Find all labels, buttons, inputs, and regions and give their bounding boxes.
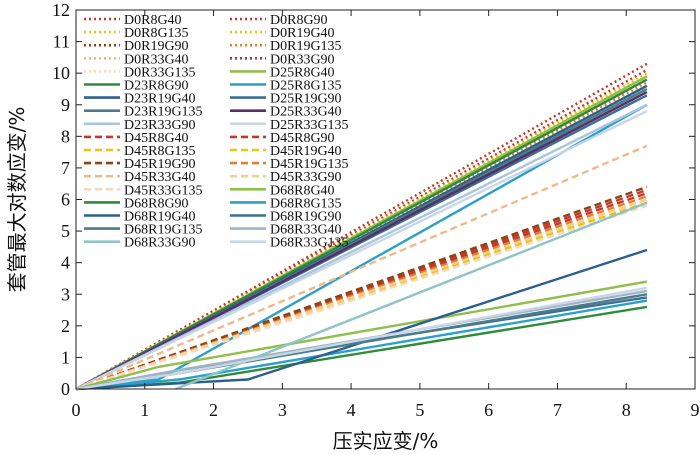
y-tick-label: 6 bbox=[61, 190, 70, 210]
legend-label-D23R8G90: D23R8G90 bbox=[124, 79, 189, 94]
y-tick-label: 10 bbox=[52, 63, 70, 83]
series-line-D0R8G135 bbox=[75, 72, 648, 391]
series-line-D45R33G135 bbox=[75, 204, 648, 391]
y-tick-label: 1 bbox=[61, 347, 70, 367]
y-tick-label: 0 bbox=[61, 379, 70, 399]
legend-label-D68R33G135: D68R33G135 bbox=[270, 236, 349, 251]
y-tick-label: 12 bbox=[52, 0, 70, 20]
legend-label-D45R8G40: D45R8G40 bbox=[124, 131, 189, 146]
legend-label-D25R8G135: D25R8G135 bbox=[270, 79, 342, 94]
x-tick-label: 6 bbox=[484, 400, 493, 420]
x-tick-label: 3 bbox=[278, 400, 287, 420]
legend-label-D0R8G135: D0R8G135 bbox=[124, 26, 189, 41]
legend-label-D45R8G135: D45R8G135 bbox=[124, 144, 196, 159]
series-line-D45R33G40 bbox=[75, 144, 648, 391]
x-tick-label: 8 bbox=[622, 400, 631, 420]
x-tick-label: 5 bbox=[415, 400, 424, 420]
legend-label-D45R19G135: D45R19G135 bbox=[270, 157, 349, 172]
series-line-D45R19G90 bbox=[75, 185, 648, 391]
x-axis-title: 压实应变/% bbox=[333, 429, 439, 453]
legend-label-D68R19G40: D68R19G40 bbox=[124, 210, 196, 225]
legend-label-D45R19G90: D45R19G90 bbox=[124, 157, 196, 172]
legend-label-D68R19G90: D68R19G90 bbox=[270, 210, 342, 225]
legend-label-D45R33G40: D45R33G40 bbox=[124, 170, 196, 185]
legend-label-D68R8G135: D68R8G135 bbox=[270, 196, 342, 211]
series-layer bbox=[75, 62, 648, 391]
y-tick-label: 11 bbox=[53, 32, 70, 52]
legend-label-D25R8G40: D25R8G40 bbox=[270, 65, 335, 80]
legend-label-D45R19G40: D45R19G40 bbox=[270, 144, 342, 159]
series-line-D25R33G40 bbox=[75, 91, 648, 391]
legend-label-D0R8G90: D0R8G90 bbox=[270, 13, 328, 28]
y-axis-title: 套管最大对数应变/% bbox=[5, 107, 29, 293]
series-line-D68R33G90 bbox=[175, 201, 648, 391]
legend-label-D0R33G135: D0R33G135 bbox=[124, 65, 196, 80]
legend-label-D68R33G90: D68R33G90 bbox=[124, 236, 196, 251]
legend-label-D23R33G90: D23R33G90 bbox=[124, 118, 196, 133]
x-tick-label: 9 bbox=[691, 400, 700, 420]
y-tick-label: 8 bbox=[61, 126, 70, 146]
legend-label-D25R33G40: D25R33G40 bbox=[270, 105, 342, 120]
y-tick-label: 7 bbox=[61, 158, 70, 178]
legend-label-D0R33G90: D0R33G90 bbox=[270, 52, 335, 67]
legend-label-D45R33G90: D45R33G90 bbox=[270, 170, 342, 185]
y-tick-label: 5 bbox=[61, 221, 70, 241]
series-line-D68R8G40 bbox=[75, 280, 648, 391]
x-tick-label: 7 bbox=[553, 400, 562, 420]
legend-label-D0R19G90: D0R19G90 bbox=[124, 39, 189, 54]
legend-label-D68R8G40: D68R8G40 bbox=[270, 183, 335, 198]
legend-label-D23R19G135: D23R19G135 bbox=[124, 105, 203, 120]
x-tick-label: 0 bbox=[72, 400, 81, 420]
legend-label-D25R19G90: D25R19G90 bbox=[270, 92, 342, 107]
legend-label-D68R8G90: D68R8G90 bbox=[124, 196, 189, 211]
y-tick-label: 2 bbox=[61, 316, 70, 336]
series-line-D68R33G135 bbox=[75, 286, 648, 391]
series-line-D0R8G90 bbox=[75, 68, 648, 391]
legend-label-D0R8G40: D0R8G40 bbox=[124, 13, 182, 28]
legend-label-D0R19G40: D0R19G40 bbox=[270, 26, 335, 41]
legend-label-D0R33G40: D0R33G40 bbox=[124, 52, 189, 67]
y-tick-label: 3 bbox=[61, 284, 70, 304]
series-line-D68R8G135 bbox=[75, 299, 648, 391]
legend-label-D68R19G135: D68R19G135 bbox=[124, 223, 203, 238]
x-tick-label: 2 bbox=[209, 400, 218, 420]
y-tick-label: 4 bbox=[61, 253, 70, 273]
series-line-D25R33G135 bbox=[75, 110, 648, 391]
legend-label-D68R33G40: D68R33G40 bbox=[270, 223, 342, 238]
x-tick-label: 4 bbox=[347, 400, 356, 420]
series-line-D68R19G40 bbox=[75, 248, 648, 391]
y-tick-label: 9 bbox=[61, 95, 70, 115]
legend-label-D23R19G40: D23R19G40 bbox=[124, 92, 196, 107]
legend-label-D45R33G135: D45R33G135 bbox=[124, 183, 203, 198]
legend-label-D45R8G90: D45R8G90 bbox=[270, 131, 335, 146]
x-tick-label: 1 bbox=[140, 400, 149, 420]
legend-label-D25R33G135: D25R33G135 bbox=[270, 118, 349, 133]
legend-label-D0R19G135: D0R19G135 bbox=[270, 39, 342, 54]
